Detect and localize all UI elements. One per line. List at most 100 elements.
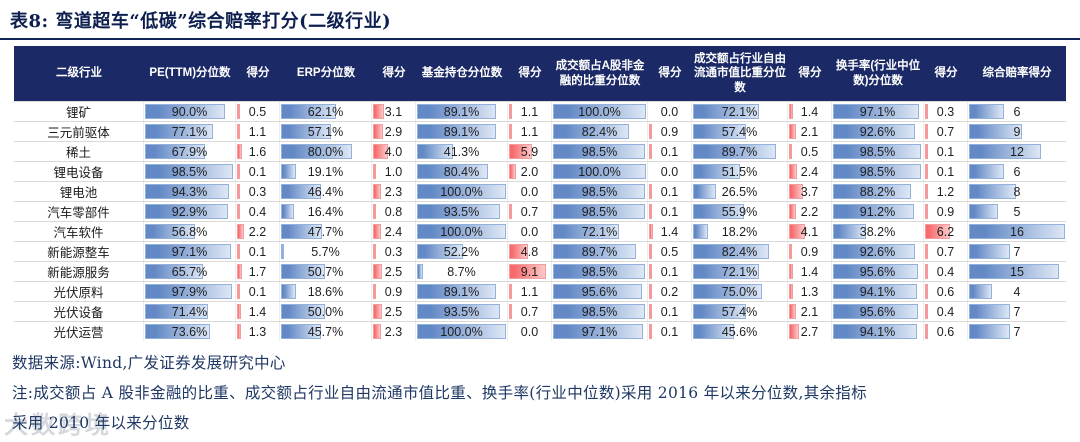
percentile-value: 80.4%	[443, 164, 480, 179]
percentile-cell: 67.9%	[144, 142, 236, 161]
industry-name: 汽车零部件	[47, 206, 110, 220]
score-cell: 1.0	[372, 162, 416, 181]
score-value: 1.0	[384, 164, 403, 179]
percentile-bar	[969, 184, 1016, 199]
percentile-value: 18.6%	[307, 284, 344, 299]
percentile-value: 98.5%	[581, 304, 618, 319]
percentile-value: 98.5%	[859, 164, 896, 179]
percentile-bar	[833, 244, 916, 259]
score-value: 1.1	[520, 104, 539, 119]
percentile-cell: 94.1%	[832, 322, 924, 341]
percentile-bar	[281, 304, 325, 319]
score-value: 2.5	[384, 264, 403, 279]
percentile-cell: 97.1%	[552, 322, 648, 341]
industry-name-cell: 锂电池	[14, 182, 144, 201]
score-bar	[649, 324, 652, 339]
percentile-value: 100.0%	[440, 224, 483, 239]
table-row: 光伏设备 71.4% 1.4 50.0% 2.5 93.5% 0.7 98.5% 0.1 57.4…	[14, 301, 1066, 321]
percentile-value: 94.1%	[859, 324, 896, 339]
score-cell: 1.1	[508, 282, 552, 301]
percentile-cell: 89.1%	[416, 102, 508, 121]
percentile-cell: 50.0%	[280, 302, 372, 321]
percentile-cell: 77.1%	[144, 122, 236, 141]
percentile-bar	[145, 244, 232, 259]
score-value: 0.9	[384, 284, 403, 299]
percentile-bar	[553, 164, 646, 179]
percentile-value: 8.7%	[447, 264, 476, 279]
score-value: 2.2	[800, 204, 819, 219]
percentile-bar	[145, 204, 228, 219]
percentile-value: 71.4%	[171, 304, 208, 319]
industry-name: 锂电设备	[53, 166, 104, 180]
percentile-bar	[145, 144, 205, 159]
score-value: 0.1	[936, 144, 955, 159]
total-score-value: 7	[1013, 324, 1021, 339]
percentile-value: 82.4%	[581, 124, 618, 139]
score-bar	[649, 244, 652, 259]
percentile-value: 98.5%	[581, 144, 618, 159]
column-header-6: 得分	[518, 67, 542, 80]
percentile-cell: 82.4%	[692, 242, 788, 261]
score-bar	[925, 144, 928, 159]
percentile-bar	[281, 124, 331, 139]
score-value: 0.5	[248, 104, 267, 119]
score-cell: 0.1	[924, 162, 968, 181]
percentile-cell: 80.0%	[280, 142, 372, 161]
percentile-bar	[417, 324, 506, 339]
percentile-value: 72.1%	[721, 264, 758, 279]
score-cell: 0.9	[924, 202, 968, 221]
percentile-cell: 80.4%	[416, 162, 508, 181]
score-cell: 0.1	[648, 322, 692, 341]
score-bar	[509, 124, 512, 139]
score-cell: 0.0	[508, 182, 552, 201]
score-value: 4.1	[800, 224, 819, 239]
percentile-bar	[833, 204, 914, 219]
percentile-cell: 38.2%	[832, 222, 924, 241]
percentile-cell: 91.2%	[832, 202, 924, 221]
percentile-value: 51.5%	[721, 164, 758, 179]
score-value: 1.4	[248, 304, 267, 319]
percentile-value: 65.7%	[171, 264, 208, 279]
score-cell: 0.1	[648, 202, 692, 221]
percentile-value: 92.6%	[859, 124, 896, 139]
percentile-bar	[281, 104, 336, 119]
percentile-bar	[553, 324, 644, 339]
score-cell: 2.7	[788, 322, 832, 341]
total-score-cell: 6	[968, 162, 1066, 181]
score-value: 1.4	[800, 264, 819, 279]
score-cell: 0.5	[648, 242, 692, 261]
percentile-value: 18.2%	[721, 224, 758, 239]
percentile-cell: 26.5%	[692, 182, 788, 201]
total-score-value: 15	[1010, 264, 1024, 279]
percentile-bar	[693, 204, 745, 219]
percentile-value: 41.3%	[443, 144, 480, 159]
score-bar	[237, 144, 242, 159]
score-bar	[789, 124, 797, 139]
score-cell: 0.3	[236, 182, 280, 201]
score-cell: 0.6	[924, 322, 968, 341]
percentile-cell: 72.1%	[552, 222, 648, 241]
percentile-bar	[145, 124, 214, 139]
percentile-cell: 62.1%	[280, 102, 372, 121]
percentile-value: 100.0%	[578, 104, 621, 119]
percentile-cell: 57.4%	[692, 302, 788, 321]
score-value: 0.4	[936, 264, 955, 279]
score-bar	[237, 284, 240, 299]
score-bar	[789, 324, 799, 339]
industry-name: 新能源整车	[47, 246, 110, 260]
score-bar	[237, 244, 240, 259]
percentile-value: 16.4%	[307, 204, 344, 219]
score-cell: 4.1	[788, 222, 832, 241]
percentile-value: 98.5%	[859, 144, 896, 159]
score-bar	[509, 264, 547, 279]
percentile-cell: 8.7%	[416, 262, 508, 281]
percentile-bar	[833, 284, 917, 299]
percentile-cell: 65.7%	[144, 262, 236, 281]
percentile-bar	[417, 184, 506, 199]
score-cell: 0.4	[924, 302, 968, 321]
score-cell: 0.5	[236, 102, 280, 121]
percentile-cell: 98.5%	[552, 202, 648, 221]
industry-name-cell: 光伏原料	[14, 282, 144, 301]
percentile-cell: 46.4%	[280, 182, 372, 201]
score-cell: 0.1	[236, 162, 280, 181]
